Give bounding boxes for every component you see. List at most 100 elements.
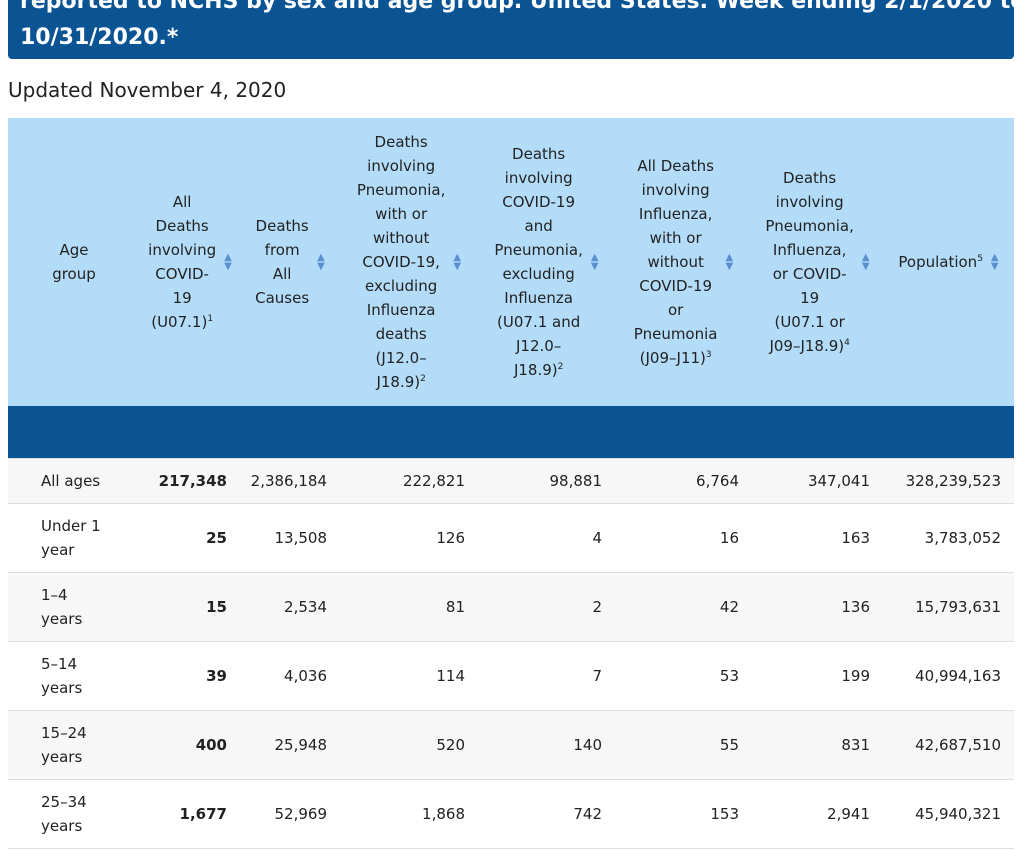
value-cell: 15 [140,572,240,642]
column-header-line: and [524,217,553,235]
age-group-text: years [41,748,83,766]
value-cell: 4 [478,503,615,573]
value-cell: 400 [140,710,240,780]
header-band-cell [8,406,1014,459]
table-row: Under 1 year 25 13,508 126 4 16 163 3,783,052 [8,503,1014,573]
column-header-line: from [264,241,300,259]
column-header-line: Influenza, [638,205,713,223]
column-header-line: Causes [255,289,310,307]
value-cell: 742 [478,779,615,849]
value-cell: 25 [140,503,240,573]
value-cell: 55 [615,710,752,780]
column-header-line: All [172,193,192,211]
column-header-line: Pneumonia, [356,181,446,199]
sort-icon[interactable]: ▲ ▼ [725,252,734,272]
updated-date: Updated November 4, 2020 [8,78,287,102]
column-header-3[interactable]: Deaths involving Pneumonia, with or without C… [340,118,478,406]
column-header-label: Deaths from All Causes [255,214,309,310]
sort-icon[interactable]: ▲ ▼ [317,252,325,272]
column-header-wrap: Population5 ▲ ▼ [883,250,1014,274]
value-cell: 1,677 [140,779,240,849]
footnote-marker: 3 [705,350,712,360]
column-header-line: without [647,253,704,271]
column-header-2[interactable]: Deaths from All Causes ▲ ▼ [240,118,340,406]
column-header-label: Age group [52,238,96,286]
age-group-cell: 1–4 years [8,572,140,642]
column-header-line: Influenza, [772,241,847,259]
value-cell: 2,534 [240,572,340,642]
sort-icon[interactable]: ▲ ▼ [590,252,599,272]
column-header-line: or [667,301,684,319]
sort-icon[interactable]: ▲ ▼ [224,252,232,272]
column-header-6[interactable]: Deaths involving Pneumonia, Influenza, or CO… [752,118,883,406]
value-cell: 42,687,510 [883,710,1014,780]
value-cell: 199 [752,641,883,711]
column-header-line: Deaths [255,217,309,235]
value-cell: 98,881 [478,458,615,504]
column-header-wrap: Age group [8,238,140,286]
footnote-marker: 4 [844,338,850,348]
column-header-line: J18.9) [513,361,558,379]
banner-title-line-1: reported to NCHS by sex and age group. U… [20,0,1014,14]
column-header-line: All Deaths [637,157,714,175]
column-header-wrap: All Deaths involving Influenza, with or with… [615,154,752,370]
column-header-line: Age [59,241,89,259]
column-header-line: (U07.1) [151,313,208,331]
column-header-1[interactable]: All Deaths involving COVID- 19 (U07.1)1 ▲ ▼ [140,118,240,406]
table-row: 25–34 years 1,677 52,969 1,868 742 153 2,941 45,… [8,779,1014,849]
header-band [8,406,1014,459]
column-header-line: Deaths [374,133,428,151]
column-header-line: 19 [172,289,192,307]
value-cell: 4,036 [240,641,340,711]
column-header-line: excluding [365,277,438,295]
column-header-line: COVID-19 [502,193,576,211]
column-header-line: group [52,265,96,283]
age-group-cell: Under 1 year [8,503,140,573]
value-cell: 1,868 [340,779,478,849]
column-header-label: All Deaths involving COVID- 19 (U07.1)1 [148,190,216,334]
value-cell: 217,348 [140,458,240,504]
column-header-line: J09–J18.9) [769,337,845,355]
value-cell: 328,239,523 [883,458,1014,504]
column-header-line: involving [641,181,710,199]
value-cell: 2 [478,572,615,642]
value-cell: 153 [615,779,752,849]
age-group-cell: 15–24 years [8,710,140,780]
age-group-text: years [41,610,83,628]
column-header-line: deaths [375,325,427,343]
column-header-line: Deaths [512,145,566,163]
column-header-line: Population [898,253,978,271]
column-header-line: Deaths [783,169,837,187]
column-header-wrap: Deaths involving COVID-19 and Pneumonia, excl… [478,142,615,382]
value-cell: 2,941 [752,779,883,849]
column-header-7[interactable]: Population5 ▲ ▼ [883,118,1014,406]
column-header-line: (U07.1 or [774,313,845,331]
value-cell: 52,969 [240,779,340,849]
column-header-line: J18.9) [376,373,421,391]
footnote-marker: 1 [207,314,214,324]
sort-icon[interactable]: ▲ ▼ [861,252,870,272]
value-cell: 347,041 [752,458,883,504]
column-header-line: involving [775,193,844,211]
sort-icon[interactable]: ▲ ▼ [453,252,462,272]
column-header-line: (U07.1 and [497,313,581,331]
column-header-line: Pneumonia, [494,241,583,259]
column-header-wrap: Deaths from All Causes ▲ ▼ [240,214,340,310]
column-header-line: (J12.0– [375,349,427,367]
age-group-cell: 5–14 years [8,641,140,711]
age-group-cell: 25–34 years [8,779,140,849]
column-header-4[interactable]: Deaths involving COVID-19 and Pneumonia, excl… [478,118,615,406]
column-header-5[interactable]: All Deaths involving Influenza, with or with… [615,118,752,406]
column-header-line: with or [375,205,428,223]
value-cell: 45,940,321 [883,779,1014,849]
age-group-text: 5–14 [41,655,78,673]
value-cell: 13,508 [240,503,340,573]
table-row: 15–24 years 400 25,948 520 140 55 831 42,687,510 [8,710,1014,780]
column-header-label: Deaths involving Pneumonia, with or without C… [357,130,445,394]
value-cell: 6,764 [615,458,752,504]
age-group-text: Under 1 [41,517,101,535]
column-header-line: involving [148,241,217,259]
age-group-text: years [41,817,83,835]
column-header-label: Deaths involving COVID-19 and Pneumonia, excl… [494,142,582,382]
sort-icon[interactable]: ▲ ▼ [990,252,999,272]
